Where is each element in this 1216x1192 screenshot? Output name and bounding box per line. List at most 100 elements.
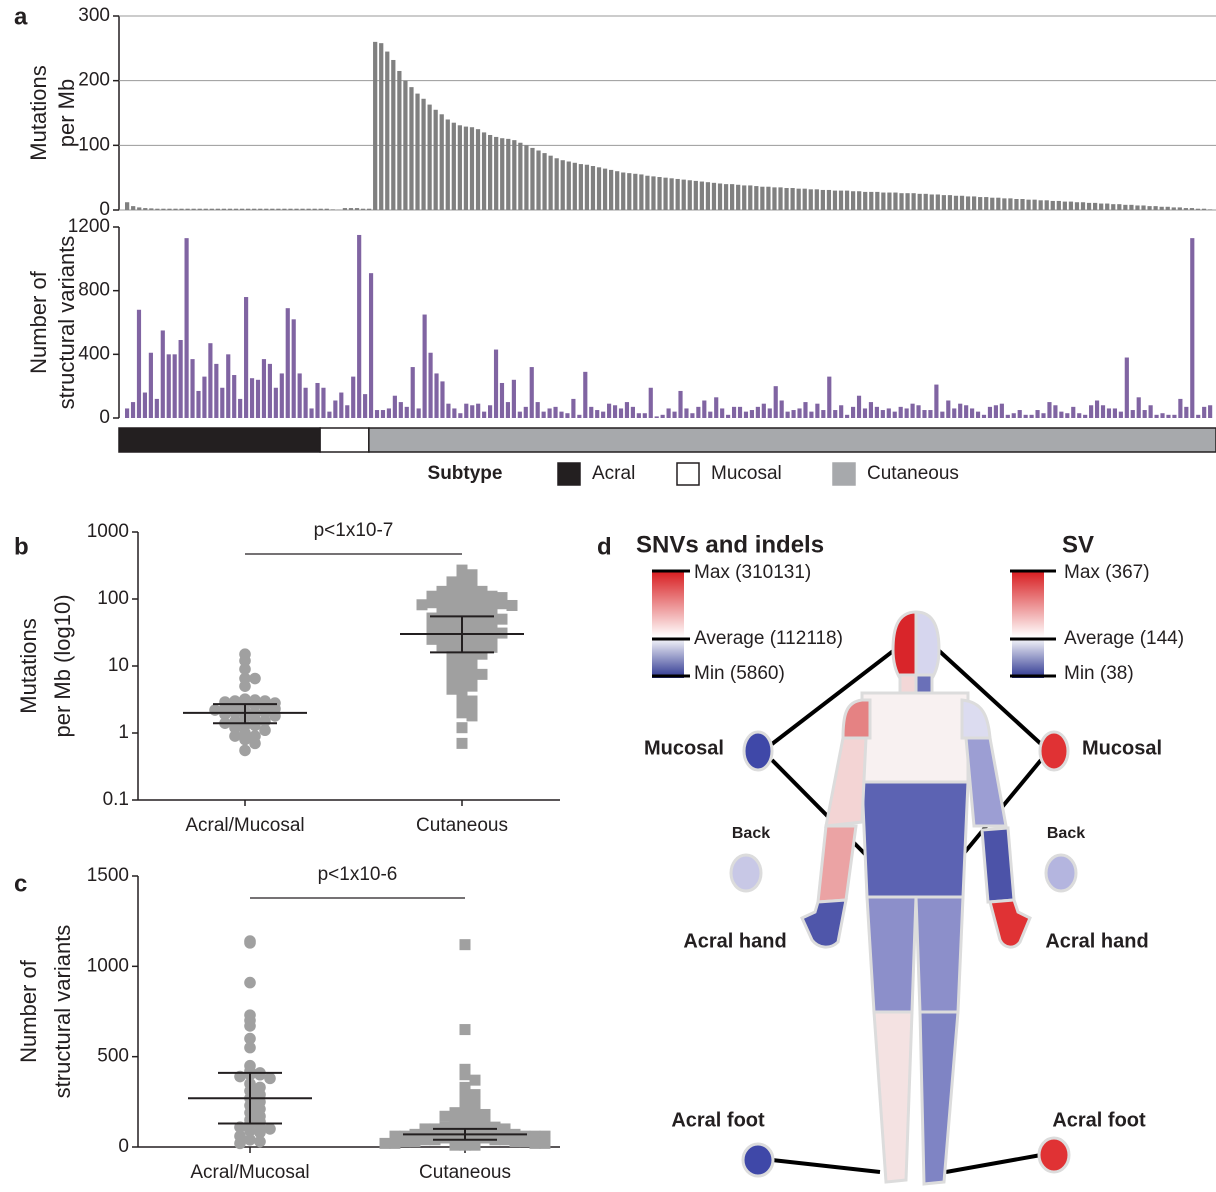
bar: [280, 373, 284, 418]
point: [244, 1042, 256, 1054]
bar: [288, 209, 292, 210]
bar: [678, 391, 682, 418]
bar: [821, 410, 825, 418]
bar: [1178, 207, 1182, 210]
y-tick-label: 200: [78, 70, 110, 91]
bar: [718, 183, 722, 210]
bar: [589, 407, 593, 418]
bar: [946, 400, 950, 418]
bar: [565, 413, 569, 418]
bar: [736, 185, 740, 210]
back-left: [731, 855, 761, 891]
bar: [649, 388, 653, 418]
bar: [791, 188, 795, 210]
bar: [470, 405, 474, 418]
panel-label: c: [14, 870, 27, 897]
bar: [778, 187, 782, 210]
bar: [585, 165, 589, 210]
body-map: SNVs and indels SV Max (310131) Average …: [636, 531, 1184, 1184]
annotation: p<1x10-7: [314, 520, 394, 541]
bar: [988, 407, 992, 418]
bar: [1006, 415, 1010, 418]
bar: [690, 413, 694, 418]
bar: [482, 132, 486, 210]
bar: [893, 412, 897, 418]
bar: [333, 400, 337, 418]
hand: [990, 900, 1030, 947]
bar: [500, 383, 504, 418]
bar: [143, 208, 147, 210]
bar: [720, 408, 724, 418]
y-axis-label: Mutations: [16, 618, 41, 713]
bar: [397, 71, 401, 210]
bar: [809, 412, 813, 418]
bar: [772, 187, 776, 210]
point: [437, 640, 448, 651]
bar: [1184, 407, 1188, 418]
point: [447, 684, 458, 695]
y-tick-label: 10: [108, 655, 129, 676]
bar: [760, 187, 764, 210]
bar: [1012, 413, 1016, 418]
bar: [339, 393, 343, 418]
bar: [990, 198, 994, 210]
bar: [591, 166, 595, 210]
bar: [625, 402, 629, 418]
bar: [1101, 405, 1105, 418]
bar: [684, 408, 688, 418]
bar: [958, 404, 962, 418]
bar: [1069, 202, 1073, 210]
scale-label: Min (5860): [694, 663, 785, 684]
bar: [839, 191, 843, 210]
point: [234, 1138, 246, 1150]
y-tick-label: 1200: [68, 216, 110, 237]
scale-title: SNVs and indels: [636, 531, 824, 558]
bar: [553, 407, 557, 418]
bar: [918, 194, 922, 210]
bar: [960, 196, 964, 210]
bar: [1172, 207, 1176, 210]
point: [259, 724, 271, 736]
bar: [423, 315, 427, 418]
bar: [976, 412, 980, 418]
bar: [216, 209, 220, 210]
bar: [488, 405, 492, 418]
bar: [300, 209, 304, 210]
bar: [748, 185, 752, 210]
bar: [643, 413, 647, 418]
panel-label: b: [14, 533, 29, 560]
bar: [619, 408, 623, 418]
bar: [161, 209, 165, 210]
bar: [1117, 204, 1121, 210]
point: [497, 614, 508, 625]
bar: [827, 377, 831, 418]
bar: [1202, 209, 1206, 210]
bar: [500, 138, 504, 210]
point: [239, 734, 251, 746]
y-axis-label: per Mb (log10): [50, 594, 75, 737]
bar: [1119, 412, 1123, 418]
bar: [1093, 203, 1097, 210]
bar: [742, 185, 746, 210]
bar: [421, 99, 425, 210]
point: [239, 745, 251, 757]
region-label: Acral foot: [1052, 1109, 1146, 1131]
bar: [240, 209, 244, 210]
y-axis-label: structural variants: [54, 236, 79, 410]
bar: [294, 209, 298, 210]
y-tick-label: 1000: [87, 955, 129, 976]
bar: [1105, 204, 1109, 210]
bar: [345, 405, 349, 418]
point: [264, 1073, 276, 1085]
bar: [494, 350, 498, 418]
bar: [1041, 413, 1045, 418]
scale-title: SV: [1062, 531, 1094, 558]
bar: [452, 408, 456, 418]
bar: [791, 410, 795, 418]
annotation: p<1x10-6: [318, 864, 398, 885]
scale-label: Average (144): [1064, 628, 1184, 649]
bar: [506, 139, 510, 210]
point: [460, 1069, 471, 1080]
scale-label: Average (112118): [694, 628, 843, 649]
bar: [428, 353, 432, 418]
